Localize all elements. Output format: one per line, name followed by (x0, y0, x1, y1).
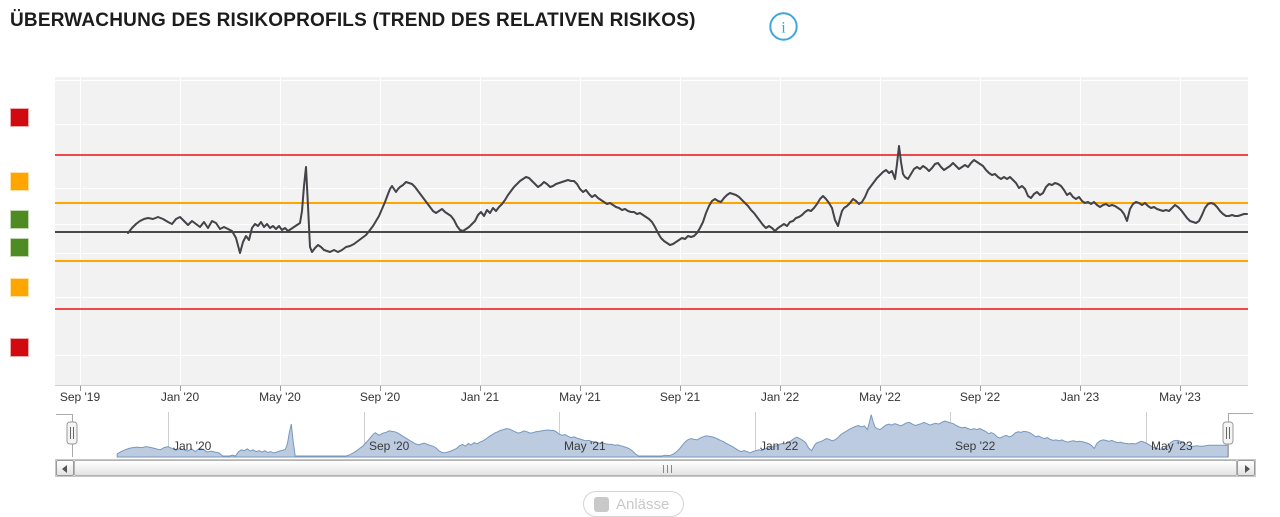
info-icon-circle (769, 12, 798, 41)
x-axis-label: May '22 (859, 390, 901, 404)
navigator-label: May '23 (1151, 439, 1193, 453)
scrollbar-left-button[interactable] (56, 460, 74, 476)
risk-scale-square-orange-zone-upper (10, 172, 29, 191)
scrollbar-right-arrow-icon (1245, 465, 1250, 473)
info-icon-glyph: i (781, 20, 786, 37)
risk-scale-square-red-zone-lower (10, 338, 29, 357)
scrollbar-thumb[interactable] (74, 460, 1237, 476)
risk-scale-square-red-zone-upper (10, 108, 29, 127)
x-axis-label: Sep '19 (59, 390, 101, 404)
x-axis-label: Jan '22 (760, 390, 800, 404)
x-axis-label: Sep '22 (959, 390, 1001, 404)
legend-swatch-icon (594, 496, 609, 512)
x-axis-label: May '23 (1159, 390, 1201, 404)
navigator-label: May '21 (564, 439, 606, 453)
navigator-label: Jan '20 (173, 439, 212, 453)
risk-scale-square-green-zone-lower (10, 238, 29, 257)
x-axis-label: Jan '21 (460, 390, 500, 404)
scrollbar-left-arrow-icon (62, 465, 67, 473)
navigator-handle-left[interactable] (66, 421, 78, 445)
x-axis-label: Sep '21 (659, 390, 701, 404)
x-axis-label: May '21 (559, 390, 601, 404)
scrollbar-right-button[interactable] (1237, 460, 1255, 476)
navigator-handle-right[interactable] (1222, 421, 1234, 445)
risk-scale-square-orange-zone-lower (10, 278, 29, 297)
x-axis-label: Jan '23 (1060, 390, 1100, 404)
navigator-label: Jan '22 (760, 439, 799, 453)
page-title: ÜBERWACHUNG DES RISIKOPROFILS (TREND DES… (10, 10, 696, 31)
chart-scrollbar[interactable] (55, 459, 1256, 477)
x-axis-label: Jan '20 (160, 390, 200, 404)
x-axis-label: May '20 (259, 390, 301, 404)
navigator-area-series[interactable] (116, 414, 1229, 458)
plot-background (55, 77, 1248, 385)
navigator-label: Sep '20 (369, 439, 410, 453)
x-axis-label: Sep '20 (359, 390, 401, 404)
info-icon[interactable]: i (768, 11, 799, 42)
legend-button-anlaesse[interactable]: Anlässe (583, 491, 685, 517)
risk-scale-square-green-zone-upper (10, 210, 29, 229)
scrollbar-grip-icon (663, 465, 675, 473)
navigator-label: Sep '22 (955, 439, 996, 453)
series-relative-risk-trend (127, 145, 1248, 254)
legend-label: Anlässe (616, 495, 670, 513)
risk-trend-chart (55, 77, 1253, 458)
